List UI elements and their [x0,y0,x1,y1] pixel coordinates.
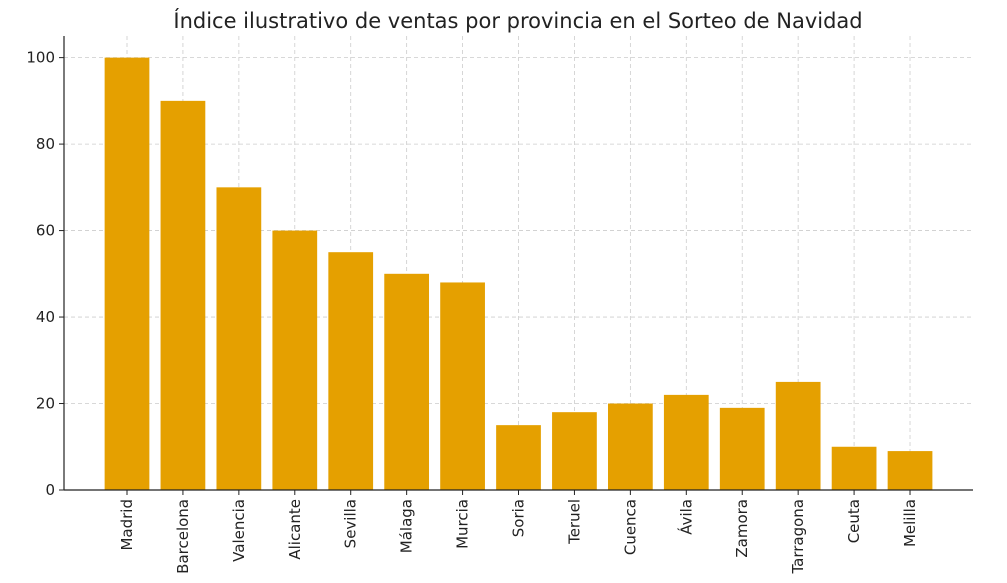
bar [104,57,150,490]
bar [607,403,653,490]
bar [440,282,485,490]
bar [552,412,597,490]
x-tick-label: Barcelona [174,499,192,574]
x-tick-label: Málaga [398,499,416,553]
y-tick-label: 20 [36,395,55,413]
y-tick-label: 60 [36,222,55,240]
x-tick-label: Soria [510,499,528,537]
bar [663,394,709,490]
x-tick-label: Alicante [286,499,304,560]
bar [272,230,318,491]
bar [831,446,877,490]
x-tick-label: Murcia [454,499,472,549]
chart-title: Índice ilustrativo de ventas por provinc… [173,8,862,33]
bar [719,407,765,490]
x-tick-label: Valencia [230,499,248,562]
x-tick-label: Madrid [118,499,136,551]
y-tick-label: 100 [26,49,55,67]
y-tick-label: 0 [45,481,55,499]
bar [775,381,821,490]
bar [887,451,933,490]
bar [216,187,262,491]
y-tick-label: 40 [36,308,55,326]
x-tick-label: Cuenca [621,499,639,555]
y-tick-label: 80 [36,135,55,153]
x-tick-label: Zamora [733,499,751,558]
x-tick-label: Sevilla [342,499,360,548]
bar [328,252,374,490]
x-tick-label: Teruel [565,499,583,545]
x-tick-label: Tarragona [789,499,807,575]
x-tick-label: Ávila [676,499,695,535]
x-tick-label: Melilla [901,499,919,547]
bar [496,425,541,490]
x-tick-label: Ceuta [845,499,863,543]
bar [160,100,206,490]
bar [384,273,430,490]
